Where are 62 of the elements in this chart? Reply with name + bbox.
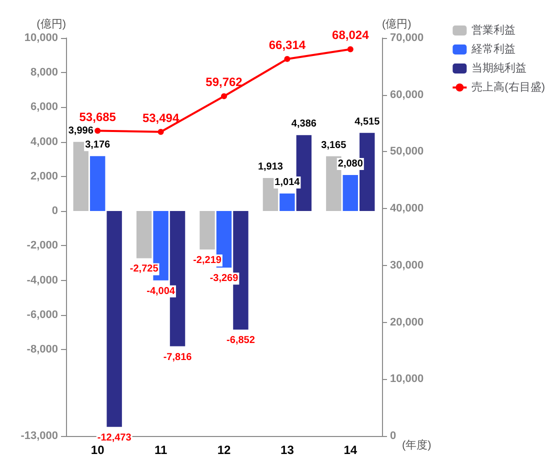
x-tick-label: 12 [217,443,231,457]
y-tick-label: -6,000 [26,308,58,321]
y2-tick-label: 60,000 [390,88,424,101]
y-tick-label: -4,000 [26,274,58,286]
legend-label: 営業利益 [472,24,516,36]
point [347,46,354,52]
x-tick-label: 13 [280,443,294,457]
x-tick-label: 14 [344,443,358,457]
y2-tick-label: 40,000 [390,202,424,215]
point [284,56,290,62]
bar [200,211,215,250]
data-label: 68,024 [332,28,370,42]
y2-tick-label: 70,000 [390,32,424,44]
data-label: 53,494 [142,110,180,125]
y-tick-label: 10,000 [24,32,58,44]
point [158,128,164,135]
y2-tick-label: 30,000 [390,259,424,272]
data-label: 1,913 [258,161,284,172]
y-axis-title: (億円) [36,18,66,30]
bar [280,193,295,212]
data-label: 4,386 [291,118,317,130]
data-label: 3,996 [68,125,94,136]
y2-tick-label: 10,000 [390,373,424,386]
bar [342,175,358,212]
legend-label: 当期純利益 [472,62,527,74]
data-label: 3,176 [85,140,111,151]
x-tick-label: 10 [90,443,105,457]
data-label: -6,852 [226,335,256,346]
y-tick-label: 0 [52,205,58,218]
data-label: 66,314 [268,38,306,52]
bar [90,156,106,212]
data-label: -2,219 [193,254,222,266]
y-tick-label: -8,000 [26,343,58,356]
y-tick-label: 8,000 [30,66,58,79]
legend-label: 経常利益 [470,42,516,56]
y-tick-label: -13,000 [20,430,58,442]
data-label: -12,473 [97,432,132,444]
data-label: 1,014 [274,176,300,188]
data-label: 3,165 [321,140,347,151]
data-label: 59,762 [206,75,243,90]
data-label: 4,515 [354,116,380,128]
point [94,128,101,134]
y2-tick-label: 0 [390,430,396,442]
data-label: -2,725 [130,264,159,275]
bar [106,211,122,427]
y-tick-label: 2,000 [30,170,58,182]
y2-tick-label: 20,000 [390,316,424,328]
data-label: -7,816 [163,352,192,363]
y-tick-label: 6,000 [30,101,58,114]
y2-axis-title: (億円) [382,18,412,30]
x-axis-title: (年度) [402,438,432,452]
y2-tick-label: 50,000 [390,146,424,158]
point [221,93,227,100]
legend-label: 売上高(右目盛) [472,80,545,94]
y-tick-label: 4,000 [30,136,58,148]
data-label: 2,080 [338,158,364,170]
x-tick-label: 11 [154,443,168,457]
data-label: 53,685 [79,110,116,124]
y-tick-label: -2,000 [26,240,58,252]
bar [136,211,152,258]
data-label: -4,004 [146,286,176,297]
data-label: -3,269 [210,273,239,284]
